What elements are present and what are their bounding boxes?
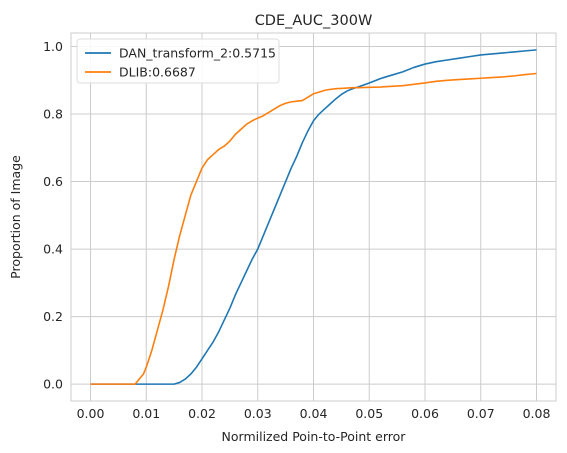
y-tick-label: 0.6 [43,174,63,189]
x-axis-label: Normilized Poin-to-Point error [222,429,407,444]
x-tick-label: 0.07 [467,406,495,421]
x-tick-label: 0.06 [411,406,439,421]
grid [71,33,556,401]
y-axis-ticks: 0.0 0.2 0.4 0.6 0.8 1.0 [43,39,63,392]
x-axis-ticks: 0.00 0.01 0.02 0.03 0.04 0.05 0.06 0.07 0.08 [77,406,551,421]
x-tick-label: 0.01 [132,406,160,421]
legend-label-1: DAN_transform_2:0.5715 [119,46,276,61]
legend-label-2: DLIB:0.6687 [119,65,196,80]
chart-title: CDE_AUC_300W [255,13,373,29]
series-line-1 [90,49,537,385]
x-tick-label: 0.08 [523,406,551,421]
y-tick-label: 1.0 [43,39,63,54]
y-tick-label: 0.0 [43,377,63,392]
x-tick-label: 0.05 [355,406,383,421]
y-tick-label: 0.2 [43,309,63,324]
y-tick-label: 0.4 [43,242,63,257]
x-tick-label: 0.00 [77,406,105,421]
y-axis-label: Proportion of Image [8,155,23,279]
plot-frame [70,32,557,402]
legend-box [76,38,280,84]
series-line-2 [90,72,537,385]
series-group [90,49,537,385]
legend: DAN_transform_2:0.5715 DLIB:0.6687 [76,38,280,84]
x-tick-label: 0.03 [244,406,272,421]
y-tick-label: 0.8 [43,107,63,122]
x-tick-label: 0.02 [188,406,216,421]
x-tick-label: 0.04 [300,406,328,421]
